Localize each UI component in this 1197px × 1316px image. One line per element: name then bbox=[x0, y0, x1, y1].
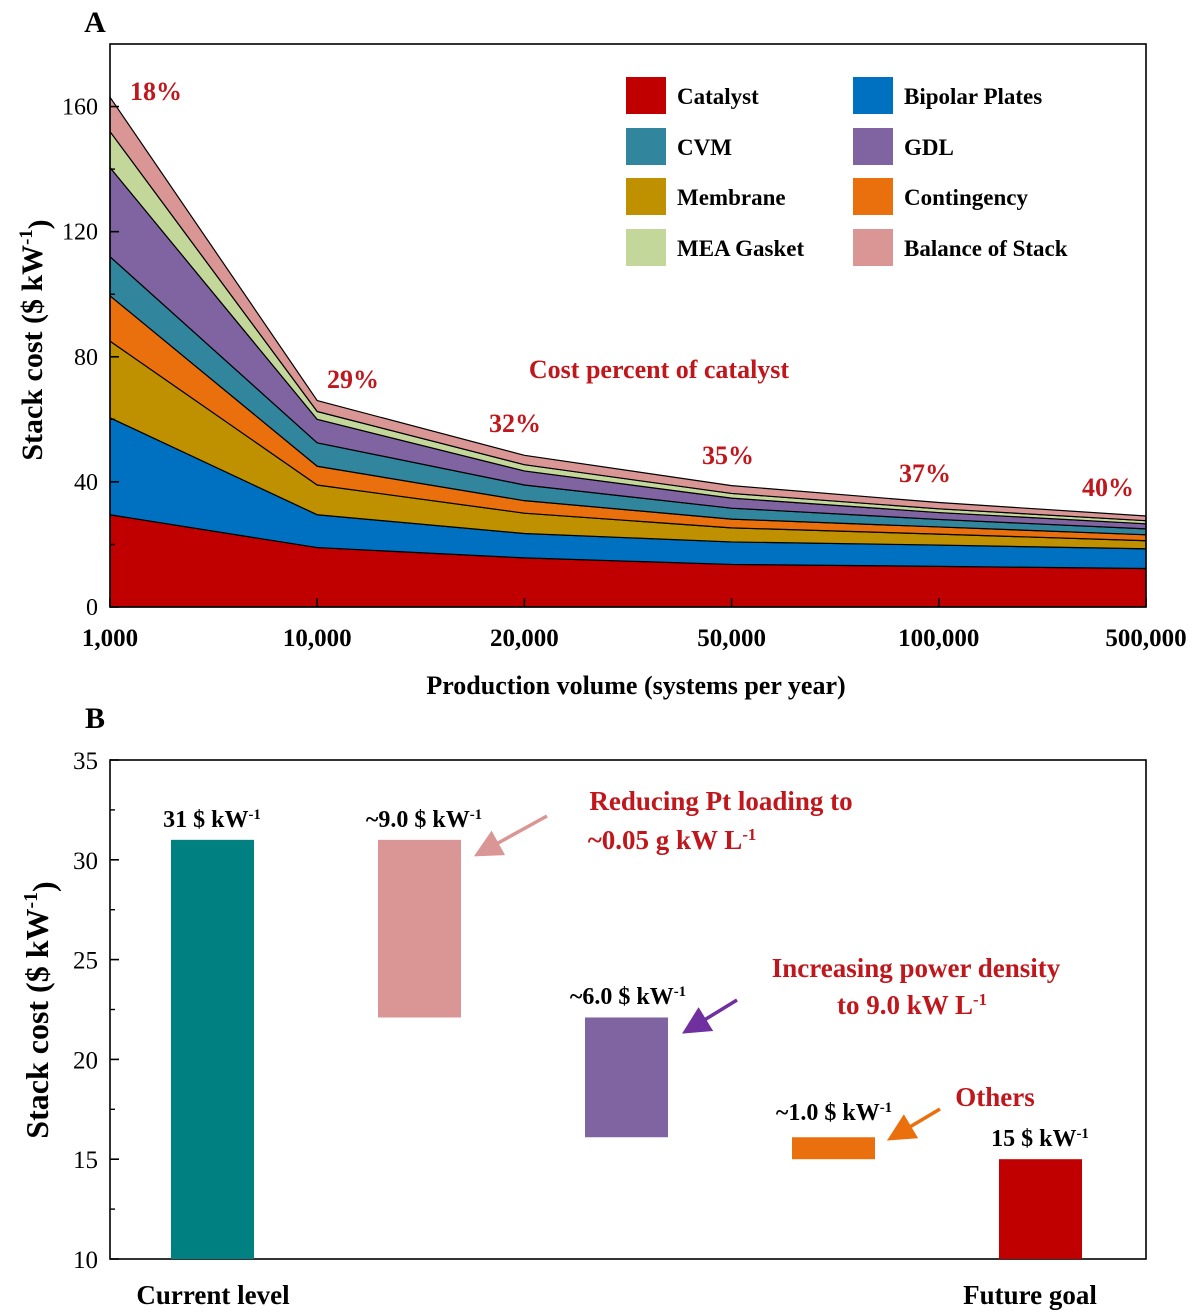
x-tick-label: 20,000 bbox=[490, 625, 559, 652]
x-tick-label: 500,000 bbox=[1105, 625, 1186, 652]
bar-pt-loading bbox=[378, 839, 461, 1018]
y-tick-label: 30 bbox=[73, 848, 98, 875]
legend-swatch bbox=[626, 128, 666, 165]
y-tick-label: 35 bbox=[73, 748, 98, 775]
arrow-pt bbox=[473, 814, 548, 857]
bar-power-density bbox=[585, 1017, 668, 1138]
legend-swatch bbox=[853, 178, 893, 215]
plot-frame bbox=[109, 43, 1147, 608]
bar-label-future: 15 $ kW-1 bbox=[991, 1126, 1089, 1152]
legend-swatch bbox=[626, 229, 666, 266]
panel-label-a: A bbox=[84, 6, 106, 39]
legend-label: Membrane bbox=[677, 185, 786, 210]
panel-a: 0 40 80 120 160 1,000 10,000 20,000 50,000 100,00… bbox=[16, 6, 1187, 700]
y-tick-label: 0 bbox=[86, 595, 98, 621]
legend-label: Contingency bbox=[904, 185, 1028, 210]
catalyst-percent: 35% bbox=[702, 441, 754, 470]
legend-swatch bbox=[626, 178, 666, 215]
annotation-pt-line1: Reducing Pt loading to bbox=[589, 786, 852, 816]
x-tick-label: 10,000 bbox=[283, 625, 352, 652]
arrow-others bbox=[886, 1107, 941, 1141]
catalyst-percent: 32% bbox=[489, 409, 541, 438]
annotation-pd-line2: to 9.0 kW L-1 bbox=[837, 990, 987, 1020]
y-tick-label: 40 bbox=[74, 470, 98, 496]
x-tick-label: 1,000 bbox=[82, 625, 138, 652]
y-tick-label: 20 bbox=[73, 1047, 98, 1074]
annotation-pd-line1: Increasing power density bbox=[772, 953, 1061, 983]
legend-label: Catalyst bbox=[677, 84, 759, 109]
y-tick-label: 160 bbox=[62, 95, 98, 121]
legend-label: Bipolar Plates bbox=[904, 84, 1042, 109]
category-label: Future goal bbox=[963, 1280, 1097, 1310]
catalyst-caption: Cost percent of catalyst bbox=[529, 355, 790, 384]
y-tick-label: 10 bbox=[73, 1247, 98, 1274]
legend-swatch bbox=[853, 77, 893, 114]
legend-label: CVM bbox=[677, 135, 732, 160]
arrow-pd bbox=[682, 998, 738, 1034]
catalyst-percent: 18% bbox=[130, 77, 182, 106]
legend-swatch bbox=[853, 229, 893, 266]
y-tick-label: 15 bbox=[73, 1147, 98, 1174]
legend-label: MEA Gasket bbox=[677, 236, 804, 261]
annotation-pt-line2: ~0.05 g kW L-1 bbox=[588, 825, 757, 855]
x-axis-label: Production volume (systems per year) bbox=[426, 671, 845, 700]
y-axis-label: Stack cost ($ kW-1) bbox=[16, 219, 56, 460]
x-tick-label: 50,000 bbox=[697, 625, 766, 652]
catalyst-percent: 37% bbox=[899, 459, 951, 488]
annotation-others: Others bbox=[955, 1082, 1034, 1112]
y-axis-label: Stack cost ($ kW-1) bbox=[19, 881, 62, 1138]
bar-label-power-density: ~6.0 $ kW-1 bbox=[570, 984, 686, 1010]
legend-swatch bbox=[853, 128, 893, 165]
y-tick-label: 80 bbox=[74, 345, 98, 371]
bar-label-others: ~1.0 $ kW-1 bbox=[776, 1100, 892, 1126]
y-tick-label: 120 bbox=[62, 220, 98, 246]
category-label: Current level bbox=[136, 1280, 290, 1310]
bar-current bbox=[171, 839, 254, 1259]
legend-swatch bbox=[626, 77, 666, 114]
bar-others bbox=[792, 1137, 875, 1160]
y-tick-label: 25 bbox=[73, 948, 98, 975]
panel-label-b: B bbox=[85, 702, 105, 735]
catalyst-percent: 29% bbox=[327, 365, 379, 394]
bar-label-current: 31 $ kW-1 bbox=[163, 807, 261, 833]
x-tick-label: 100,000 bbox=[898, 625, 979, 652]
catalyst-percent: 40% bbox=[1082, 473, 1134, 502]
bar-label-pt-loading: ~9.0 $ kW-1 bbox=[366, 807, 482, 833]
legend-label: GDL bbox=[904, 135, 954, 160]
panel-b: 10 15 20 25 30 35 Stack cost ($ kW-1) B 31 $ kW-… bbox=[19, 702, 1147, 1310]
bar-future bbox=[999, 1159, 1082, 1259]
legend-label: Balance of Stack bbox=[904, 236, 1068, 261]
